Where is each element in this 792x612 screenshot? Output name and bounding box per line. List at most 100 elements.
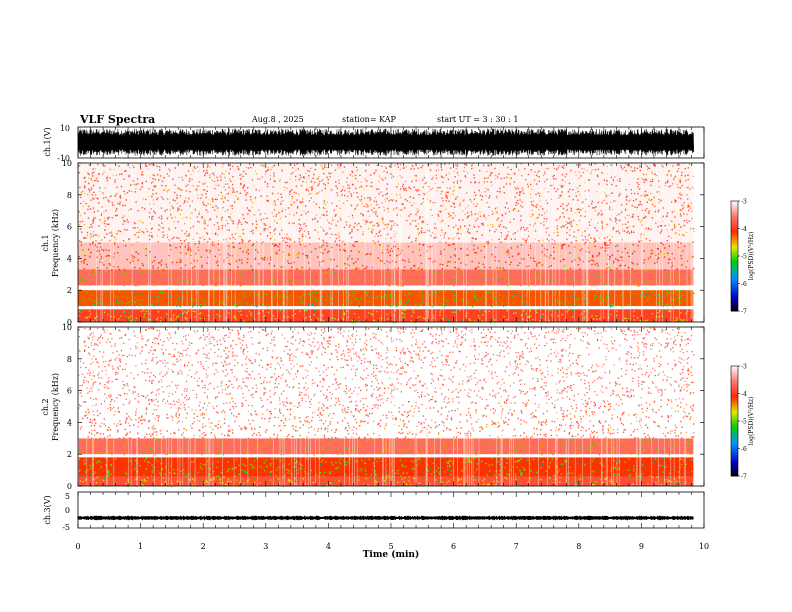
ytick-label: 8 [67,355,72,364]
ytick-label: 6 [67,387,72,396]
colorbar-segment [731,217,738,220]
colorbar-segment [731,377,738,380]
colorbar-segment [731,202,738,206]
colorbar-segment [731,289,738,292]
colorbar-segment [731,287,738,290]
ch1-spectrogram-image [78,163,695,324]
colorbar-segment [731,474,738,477]
colorbar-segment [731,281,738,284]
colorbar-segment [731,301,738,305]
colorbar-segment [731,406,738,409]
xtick-label: 0 [75,542,80,551]
colorbar-segment [731,230,738,233]
colorbar-segment [731,224,738,228]
colorbar-segment [731,371,738,374]
colorbar-segment [731,415,738,418]
xtick-label: 3 [263,542,268,551]
colorbar-tick-label: -7 [741,474,747,481]
colorbar-segment [731,430,738,433]
ytick-label: 10 [62,159,72,168]
colorbar-segment [731,382,738,385]
colorbar-segment [731,450,738,453]
colorbar-segment [731,437,738,440]
ch3-waveform-panel: 5 0 -5 ch.3(V) 0 1 2 3 4 5 6 7 8 9 10 Time (min) [43,491,709,560]
colorbar-segment [731,444,738,448]
colorbar-segment [731,419,738,422]
colorbar-segment [731,367,738,371]
colorbar-segment [731,391,738,394]
ytick-label: 2 [67,286,72,295]
colorbar-tick-label: -5 [741,254,747,261]
xtick-label: 9 [639,542,644,551]
colorbar-label: log(PSD)(V²/Hz) [748,397,755,446]
colorbar-segment [731,472,738,475]
colorbar-segment [731,213,738,217]
colorbar-segment [731,245,738,248]
colorbar-segment [731,235,738,239]
colorbar-segment [731,413,738,416]
colorbar-segment [731,246,738,250]
xtick-label: 7 [514,542,519,551]
ch1-spectrogram-ylabel: Frequency (kHz) [51,209,60,277]
colorbar-segment [731,219,738,222]
colorbar-segment [731,270,738,273]
colorbar-segment [731,389,738,393]
xtick-label: 10 [699,542,709,551]
colorbar-segment [731,384,738,387]
colorbar-segment [731,232,738,235]
colorbar-segment [731,285,738,288]
colorbar-segment [731,279,738,283]
colorbar-segment [731,267,738,270]
colorbar-segment [731,309,738,312]
colorbar-segment [731,404,738,407]
colorbar-segment [731,303,738,306]
spectrogram-streaks [95,163,693,322]
colorbar-segment [731,439,738,442]
xtick-label: 2 [201,542,206,551]
colorbar-segment [731,459,738,462]
colorbar-segment [731,234,738,237]
colorbar-segment [731,248,738,251]
colorbar-segment [731,283,738,286]
colorbar-segment [731,294,738,297]
colorbar-segment [731,250,738,253]
spectrogram-speckle [78,327,695,408]
colorbar-segment [731,375,738,378]
colorbar-segment [731,393,738,396]
colorbar-segment [731,435,738,438]
colorbar-segment [731,417,738,420]
ytick-label: 4 [67,254,72,263]
colorbar-segment [731,411,738,415]
ch2-colorbar: -3 -4 -5 -6 -7 log(PSD)(V²/Hz) [730,364,755,481]
colorbar-segment [731,256,738,259]
ch1-colorbar: -3 -4 -5 -6 -7 log(PSD)(V²/Hz) [730,199,755,316]
spectrogram-streaks [78,327,686,486]
colorbar-segment [731,446,738,449]
colorbar-segment [731,422,738,426]
ch2-spectrogram-panel: 0 2 4 6 8 10 ch.2 Frequency (kHz) [41,323,705,491]
colorbar-tick-label: -7 [741,309,747,316]
xtick-label: 4 [326,542,331,551]
colorbar-segment [731,228,738,231]
colorbar-segment [731,424,738,427]
colorbar-segment [731,296,738,299]
colorbar-segment [731,274,738,277]
xtick-label: 5 [388,542,393,551]
start-time-label: start UT = 3 : 30 : 1 [437,115,518,124]
colorbar-segment [731,243,738,246]
spectrogram-speckle [79,476,695,488]
colorbar-tick-label: -6 [741,281,747,288]
station-label: station= KAP [342,115,397,124]
ytick-label: 0 [67,318,72,327]
colorbar-tick-label: -4 [741,391,747,398]
colorbar-segment [731,268,738,272]
ch3-waveform-line [77,515,694,521]
colorbar-segment [731,380,738,383]
colorbar-segment [731,278,738,281]
colorbar-segment [731,373,738,376]
colorbar-segment [731,226,738,229]
colorbar-segment [731,298,738,301]
colorbar-segment [731,421,738,424]
colorbar-segment [731,378,738,382]
